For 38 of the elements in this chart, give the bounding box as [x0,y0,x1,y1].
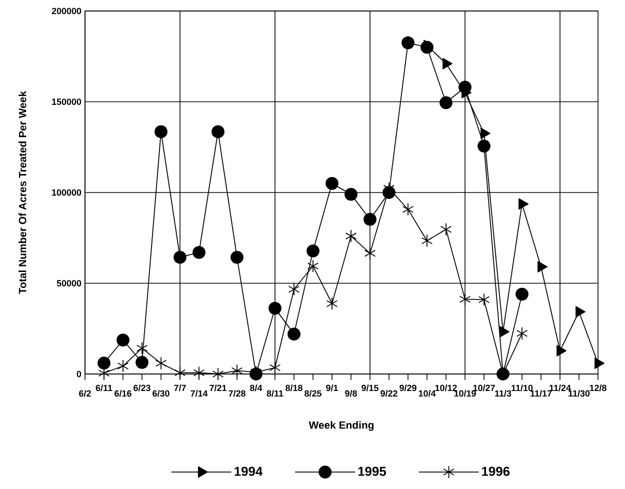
x-tick-label: 9/15 [362,384,378,392]
x-tick-label: 6/23 [134,384,150,392]
x-tick-label: 10/12 [435,384,457,392]
x-tick-label: 9/22 [380,390,398,397]
x-tick-label: 6/2 [79,390,91,397]
x-tick-label: 11/30 [568,390,590,397]
y-tick-label: 150000 [52,98,82,105]
x-tick-label: 12/8 [590,384,606,392]
x-tick-label: 8/4 [250,384,262,392]
x-tick-label: 6/30 [152,390,170,397]
y-tick-label: 50000 [56,280,82,286]
x-tick-label: 7/14 [190,390,208,397]
x-tick-label: 7/21 [210,384,226,392]
y-axis-title: Total Number Of Acres Treated Per Week [18,90,26,294]
x-tick-label: 11/3 [495,390,512,397]
y-tick-label: 200000 [52,8,82,14]
x-tick-label: 8/18 [286,384,302,392]
x-tick-label: 6/16 [114,390,132,397]
legend-label: 1996 [482,466,510,476]
x-tick-label: 7/7 [174,384,186,392]
x-tick-label: 6/11 [96,384,112,392]
x-tick-label: 8/11 [266,390,284,397]
x-tick-label: 10/4 [418,390,436,397]
x-tick-label: 9/8 [345,390,357,397]
legend-label: 1994 [234,466,263,476]
x-tick-label: 9/29 [400,384,416,392]
x-tick-label: 7/28 [228,390,246,397]
y-tick-label: 0 [76,370,82,378]
x-tick-label: 9/1 [326,384,338,392]
x-axis-title: Week Ending [308,421,374,431]
x-tick-label: 10/27 [473,384,495,392]
x-tick-label: 11/17 [530,390,552,397]
x-tick-label: 11/10 [512,384,533,392]
x-tick-label: 10/19 [454,390,476,397]
y-tick-label: 100000 [52,189,82,196]
legend-label: 1995 [358,466,386,476]
x-tick-label: 11/24 [550,384,571,392]
x-tick-label: 8/25 [304,390,322,397]
